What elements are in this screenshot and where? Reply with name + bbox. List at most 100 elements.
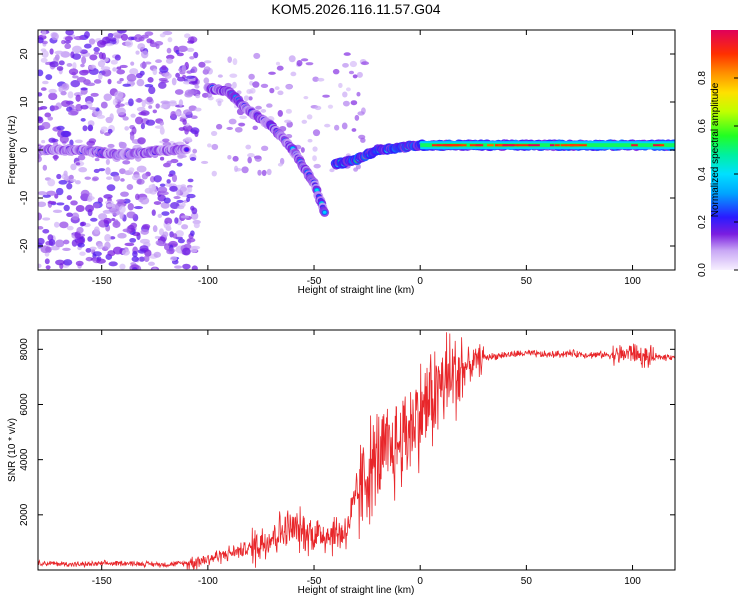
spectrogram-noise-blob: [88, 65, 95, 70]
spectrogram-noise-blob: [241, 166, 249, 174]
spectrogram-noise-blob: [97, 243, 104, 250]
spectrogram-noise-blob: [158, 81, 167, 89]
spectrogram-noise-blob: [80, 189, 90, 198]
spectrogram-noise-blob: [154, 235, 161, 240]
spectrogram-noise-blob: [187, 89, 198, 95]
spectrogram-carrier-peak: [516, 144, 531, 147]
snr-x-tick-label: 0: [417, 576, 423, 587]
spectrogram-carrier-peak: [469, 144, 481, 147]
spectrogram-y-tick-label: 0: [19, 147, 30, 153]
spectrogram-noise-blob: [194, 107, 202, 112]
spectrogram-noise-blob: [74, 36, 84, 41]
spectrogram-noise-blob: [105, 43, 114, 47]
spectrogram-noise-blob: [169, 256, 178, 262]
spectrogram-noise-blob: [103, 93, 112, 101]
spectrogram-noise-blob: [109, 37, 117, 42]
spectrogram-noise-blob: [227, 56, 233, 63]
spectrogram-noise-blob: [322, 94, 330, 98]
spectrogram-noise-blob: [192, 148, 198, 154]
spectrogram-noise-blob: [217, 100, 222, 107]
spectrogram-noise-blob: [56, 173, 62, 180]
spectrogram-noise-blob: [93, 46, 100, 53]
spectrogram-noise-blob: [136, 165, 147, 173]
spectrogram-noise-blob: [170, 158, 179, 164]
spectrogram-noise-blob: [301, 119, 308, 124]
spectrogram-noise-blob: [180, 215, 190, 219]
spectrogram-noise-blob: [138, 111, 147, 116]
spectrogram-noise-blob: [162, 231, 169, 238]
snr-x-tick-label: -100: [198, 576, 218, 587]
spectrogram-noise-blob: [141, 50, 149, 59]
spectrogram-noise-blob: [314, 105, 322, 111]
spectrogram-noise-blob: [125, 39, 134, 48]
spectrogram-noise-blob: [174, 217, 179, 224]
spectrogram-noise-blob: [177, 205, 185, 210]
spectrogram-noise-blob: [175, 72, 180, 78]
spectrogram-noise-blob: [148, 105, 153, 109]
spectrogram-noise-blob: [159, 33, 166, 38]
spectrogram-noise-blob: [136, 178, 145, 185]
spectrogram-noise-blob: [128, 167, 135, 173]
spectrogram-noise-blob: [61, 100, 71, 108]
spectrogram-noise-blob: [40, 48, 47, 52]
spectrogram-noise-blob: [303, 96, 309, 100]
spectrogram-noise-blob: [41, 30, 47, 37]
spectrogram-noise-blob: [232, 81, 237, 89]
spectrogram-noise-blob: [133, 205, 144, 210]
spectrogram-noise-blob: [245, 144, 252, 150]
spectrogram-noise-blob: [98, 52, 104, 59]
spectrogram-noise-blob: [97, 60, 106, 68]
spectrogram-noise-blob: [312, 146, 318, 152]
spectrogram-noise-blob: [89, 106, 97, 111]
spectrogram-noise-blob: [190, 127, 200, 135]
spectrogram-noise-blob: [160, 201, 170, 209]
spectrogram-noise-blob: [70, 80, 81, 88]
spectrogram-noise-blob: [104, 241, 111, 250]
spectrogram-noise-blob: [105, 167, 111, 175]
spectrogram-noise-blob: [186, 196, 191, 203]
spectrogram-noise-blob: [290, 71, 297, 77]
spectrogram-noise-blob: [120, 33, 129, 41]
spectrogram-noise-blob: [38, 191, 47, 196]
spectrogram-noise-blob: [134, 34, 143, 42]
spectrogram-noise-blob: [38, 69, 44, 77]
spectrogram-noise-blob: [175, 230, 184, 238]
spectrogram-carrier-peak: [436, 144, 451, 147]
spectrogram-noise-blob: [173, 265, 183, 269]
spectrogram-noise-blob: [42, 228, 50, 234]
spectrogram-x-ticks: -150 -100 -50 0 50 100: [92, 30, 641, 287]
spectrogram-noise-blob: [194, 84, 200, 89]
spectrogram-noise-blob: [155, 59, 162, 63]
spectrogram-noise-blob: [233, 165, 239, 173]
spectrogram-noise-blob: [90, 92, 99, 97]
spectrogram-noise-blob: [239, 115, 248, 120]
spectrogram-noise-blob: [357, 111, 365, 116]
spectrogram-noise-blob: [170, 110, 176, 118]
spectrogram-noise-blob: [177, 154, 187, 158]
spectrogram-noise-blob: [184, 128, 189, 135]
spectrogram-noise-blob: [185, 136, 192, 142]
colorbar-gradient: [711, 30, 738, 270]
spectrogram-noise-blob: [148, 86, 156, 95]
spectrogram-noise-blob: [167, 37, 173, 43]
spectrogram-noise-blob: [55, 187, 64, 196]
spectrogram-ridge-core: [315, 188, 319, 192]
spectrogram-noise-blob: [83, 43, 92, 49]
spectrogram-noise-blob: [92, 176, 99, 181]
spectrogram-noise-blob: [163, 197, 171, 204]
snr-x-tick-label: -150: [92, 576, 112, 587]
spectrogram-noise-blob: [129, 68, 139, 75]
spectrogram-noise-blob: [312, 129, 321, 137]
spectrogram-noise-blob: [38, 212, 43, 221]
spectrogram-noise-blob: [191, 66, 198, 74]
spectrogram-noise-blob: [85, 256, 94, 262]
spectrogram-noise-blob: [45, 61, 50, 66]
spectrogram-noise-blob: [341, 122, 348, 130]
spectrogram-noise-blob: [105, 158, 110, 165]
spectrogram-noise-blob: [247, 156, 252, 164]
spectrogram-noise-blob: [188, 80, 198, 85]
spectrogram-noise-blob: [126, 211, 136, 219]
spectrogram-noise-blob: [313, 163, 321, 169]
spectrogram-noise-blob: [107, 128, 113, 134]
